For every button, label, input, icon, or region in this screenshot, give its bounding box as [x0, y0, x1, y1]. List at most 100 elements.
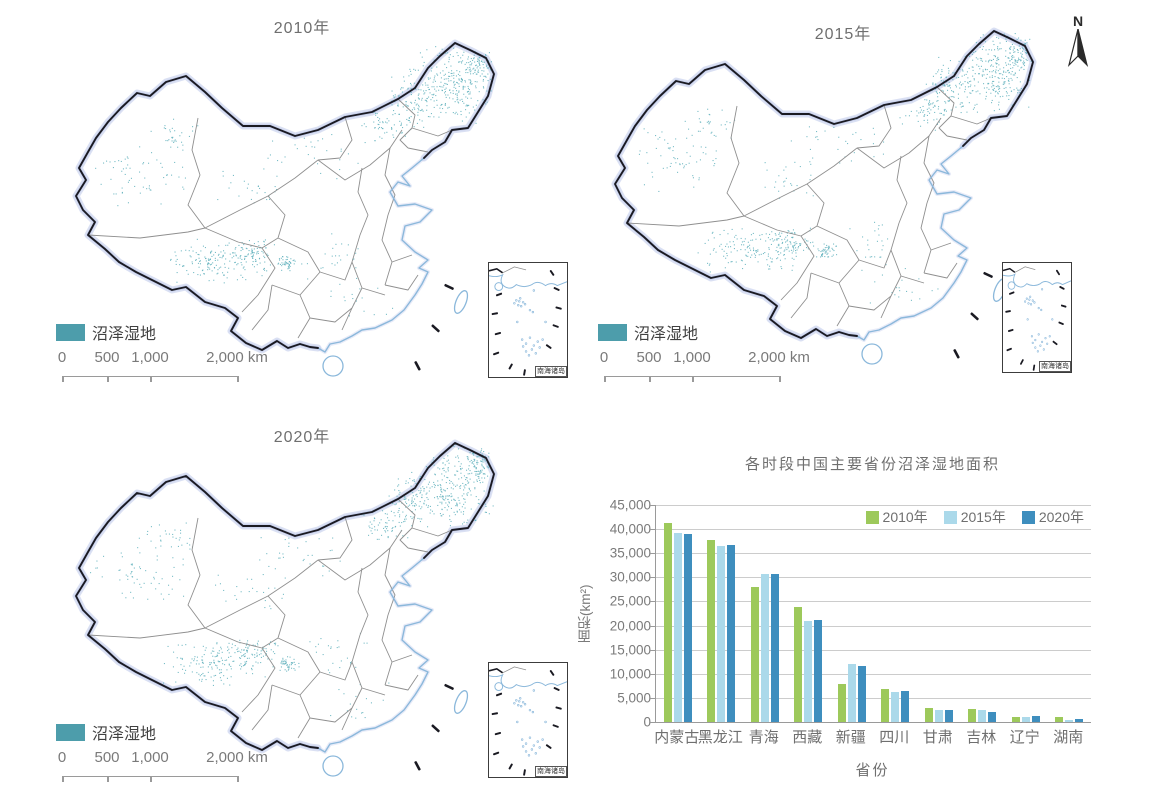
wetland-dot: [850, 160, 852, 162]
wetland-dot: [771, 238, 773, 240]
wetland-dot: [873, 156, 875, 158]
wetland-dot: [451, 72, 453, 74]
wetland-dot: [265, 653, 267, 655]
wetland-dot: [256, 652, 258, 654]
wetland-dot: [478, 470, 480, 472]
wetland-dot: [411, 511, 413, 513]
wetland-dot: [248, 591, 250, 593]
wetland-dot: [998, 108, 1000, 110]
wetland-dot: [193, 272, 195, 274]
wetland-dot: [936, 93, 938, 95]
wetland-dot: [397, 511, 399, 513]
bar-2020年-吉林: [988, 712, 997, 722]
wetland-dot: [174, 161, 176, 163]
dash-line-segment: [444, 683, 454, 690]
wetland-dot: [140, 586, 142, 588]
wetland-dot: [454, 499, 456, 501]
wetland-dot: [401, 132, 403, 134]
wetland-dot: [193, 658, 195, 660]
wetland-dot: [172, 536, 174, 538]
wetland-dot: [456, 504, 458, 506]
wetland-dot: [723, 229, 725, 231]
wetland-dot: [406, 503, 408, 505]
x-tick-label: 内蒙古: [654, 729, 700, 746]
wetland-dot: [261, 250, 263, 252]
wetland-dot: [937, 108, 939, 110]
wetland-dot: [212, 647, 214, 649]
wetland-dot: [781, 242, 783, 244]
wetland-dot: [998, 73, 1000, 75]
wetland-dot: [215, 674, 217, 676]
wetland-dot: [244, 655, 246, 657]
island-dot: [521, 345, 525, 348]
national-boundary: [489, 668, 504, 674]
province-boundary: [241, 247, 276, 313]
wetland-dot: [124, 158, 126, 160]
wetland-dot: [467, 56, 469, 58]
wetland-dot: [437, 504, 439, 506]
wetland-dot: [421, 494, 423, 496]
wetland-dot: [241, 649, 243, 651]
wetland-dot: [481, 469, 483, 471]
wetland-dot: [288, 265, 290, 267]
wetland-dot: [478, 56, 480, 58]
wetland-dot: [877, 228, 879, 230]
wetland-dot: [1017, 51, 1019, 53]
wetland-dot: [191, 263, 193, 265]
hainan-island: [322, 755, 344, 777]
dash-line-segment: [549, 670, 555, 676]
wetland-dot: [1022, 50, 1024, 52]
wetland-dot: [419, 518, 421, 520]
border-glow: [613, 29, 1035, 340]
wetland-dot: [269, 154, 271, 156]
wetland-dot: [376, 529, 378, 531]
wetland-dot: [470, 73, 472, 75]
wetland-dot: [416, 496, 418, 498]
province-boundary: [626, 215, 802, 237]
wetland-dot: [471, 472, 473, 474]
wetland-dot: [469, 71, 471, 73]
wetland-dot: [195, 259, 197, 261]
wetland-dot: [251, 653, 253, 655]
wetland-dot: [196, 238, 198, 240]
wetland-dot: [207, 264, 209, 266]
wetland-dot: [198, 257, 200, 259]
wetland-dot: [203, 654, 205, 656]
wetland-dot: [279, 259, 281, 261]
wetland-dot: [433, 483, 435, 485]
wetland-dot: [765, 233, 767, 235]
dash-line-segment: [523, 769, 526, 776]
wetland-dot: [465, 484, 467, 486]
wetland-dot: [430, 509, 432, 511]
wetland-dot: [479, 471, 481, 473]
wetland-dot: [241, 655, 243, 657]
border-glow: [72, 39, 498, 354]
wetland-dot: [279, 669, 281, 671]
wetland-dot: [764, 162, 766, 164]
wetland-dot: [356, 277, 358, 279]
wetland-dot: [139, 146, 141, 148]
wetland-dot: [233, 268, 235, 270]
wetland-dot: [466, 456, 468, 458]
wetland-dot: [874, 256, 876, 258]
wetland-dot: [463, 475, 465, 477]
wetland-dot: [1017, 60, 1019, 62]
wetland-dot: [1022, 62, 1024, 64]
wetland-dot: [170, 146, 172, 148]
dash-line-segment: [970, 312, 979, 321]
wetland-dot: [262, 252, 264, 254]
wetland-dot: [949, 87, 951, 89]
wetland-dot: [778, 175, 780, 177]
wetland-dot: [697, 252, 699, 254]
wetland-dot: [1016, 61, 1018, 63]
wetland-dot: [471, 62, 473, 64]
wetland-dot: [209, 258, 211, 260]
wetland-dot: [485, 55, 487, 57]
wetland-dot: [294, 664, 296, 666]
wetland-dot: [1014, 62, 1016, 64]
wetland-dot: [1003, 83, 1005, 85]
wetland-dot: [993, 80, 995, 82]
wetland-dot: [243, 649, 245, 651]
wetland-dot: [330, 647, 332, 649]
wetland-dot: [411, 471, 413, 473]
